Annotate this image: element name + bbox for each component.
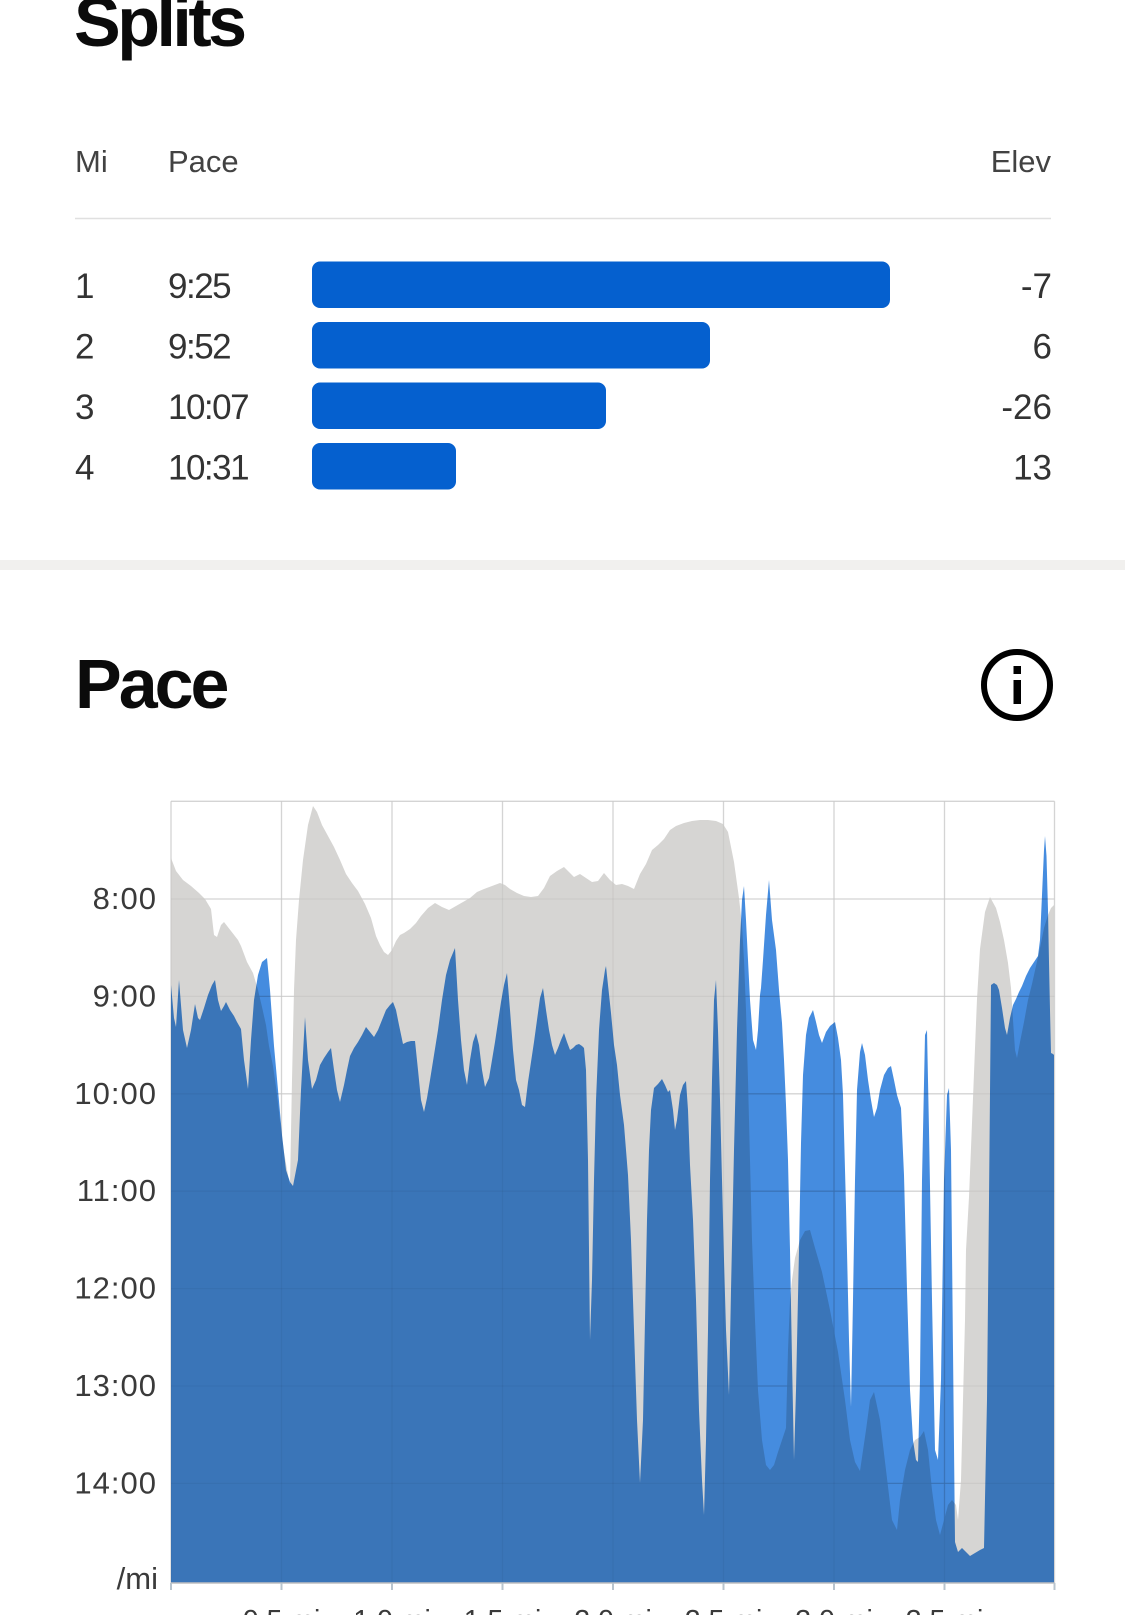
- svg-text:Splits: Splits: [74, 0, 245, 61]
- svg-text:Elev: Elev: [991, 144, 1052, 179]
- svg-text:-7: -7: [1021, 267, 1052, 306]
- svg-text:2.5 mi: 2.5 mi: [685, 1605, 763, 1615]
- svg-text:8:00: 8:00: [93, 881, 157, 916]
- svg-text:11:00: 11:00: [77, 1173, 157, 1208]
- svg-text:Pace: Pace: [168, 144, 239, 179]
- svg-text:10:31: 10:31: [168, 449, 248, 488]
- svg-text:10:07: 10:07: [168, 388, 248, 427]
- svg-text:13:00: 13:00: [74, 1368, 157, 1403]
- svg-text:1.0 mi: 1.0 mi: [353, 1605, 431, 1615]
- svg-text:3: 3: [75, 388, 94, 427]
- svg-text:-26: -26: [1001, 388, 1052, 427]
- svg-text:12:00: 12:00: [74, 1271, 157, 1306]
- svg-text:3.5 mi: 3.5 mi: [906, 1605, 984, 1615]
- svg-text:1.5 mi: 1.5 mi: [464, 1605, 542, 1615]
- svg-text:14:00: 14:00: [74, 1465, 157, 1500]
- svg-text:Pace: Pace: [75, 645, 228, 723]
- svg-text:10:00: 10:00: [74, 1076, 157, 1111]
- svg-text:/mi: /mi: [117, 1561, 158, 1596]
- svg-text:9:00: 9:00: [93, 978, 157, 1013]
- svg-text:Mi: Mi: [75, 144, 108, 179]
- svg-text:6: 6: [1033, 328, 1052, 367]
- svg-text:1: 1: [75, 267, 94, 306]
- svg-text:3.0 mi: 3.0 mi: [795, 1605, 873, 1615]
- svg-text:9:25: 9:25: [168, 267, 230, 306]
- svg-text:13: 13: [1013, 449, 1052, 488]
- svg-text:2: 2: [75, 328, 94, 367]
- svg-text:4: 4: [75, 449, 94, 488]
- svg-text:2.0 mi: 2.0 mi: [574, 1605, 652, 1615]
- svg-text:9:52: 9:52: [168, 328, 230, 367]
- svg-text:0.5 mi: 0.5 mi: [243, 1605, 321, 1615]
